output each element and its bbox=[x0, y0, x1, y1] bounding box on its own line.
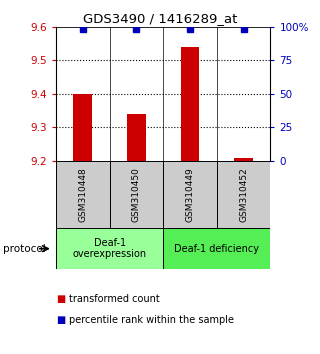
Bar bbox=[73, 94, 92, 161]
Bar bbox=[56, 161, 109, 228]
Text: percentile rank within the sample: percentile rank within the sample bbox=[69, 315, 234, 325]
Bar bbox=[163, 228, 270, 269]
Text: Deaf-1 deficiency: Deaf-1 deficiency bbox=[174, 244, 259, 254]
Bar bbox=[109, 161, 163, 228]
Text: transformed count: transformed count bbox=[69, 294, 160, 304]
Text: Deaf-1
overexpression: Deaf-1 overexpression bbox=[73, 238, 147, 259]
Text: GSM310450: GSM310450 bbox=[132, 167, 141, 222]
Text: ■: ■ bbox=[56, 294, 65, 304]
Bar bbox=[217, 161, 270, 228]
Text: GSM310449: GSM310449 bbox=[186, 167, 195, 222]
Text: GSM310448: GSM310448 bbox=[78, 167, 87, 222]
Text: protocol: protocol bbox=[3, 244, 46, 254]
Text: GDS3490 / 1416289_at: GDS3490 / 1416289_at bbox=[83, 12, 237, 25]
Text: GSM310452: GSM310452 bbox=[239, 167, 248, 222]
Bar bbox=[180, 47, 199, 161]
Bar bbox=[127, 114, 146, 161]
Bar bbox=[234, 158, 253, 161]
Bar bbox=[56, 228, 163, 269]
Bar bbox=[163, 161, 217, 228]
Text: ■: ■ bbox=[56, 315, 65, 325]
